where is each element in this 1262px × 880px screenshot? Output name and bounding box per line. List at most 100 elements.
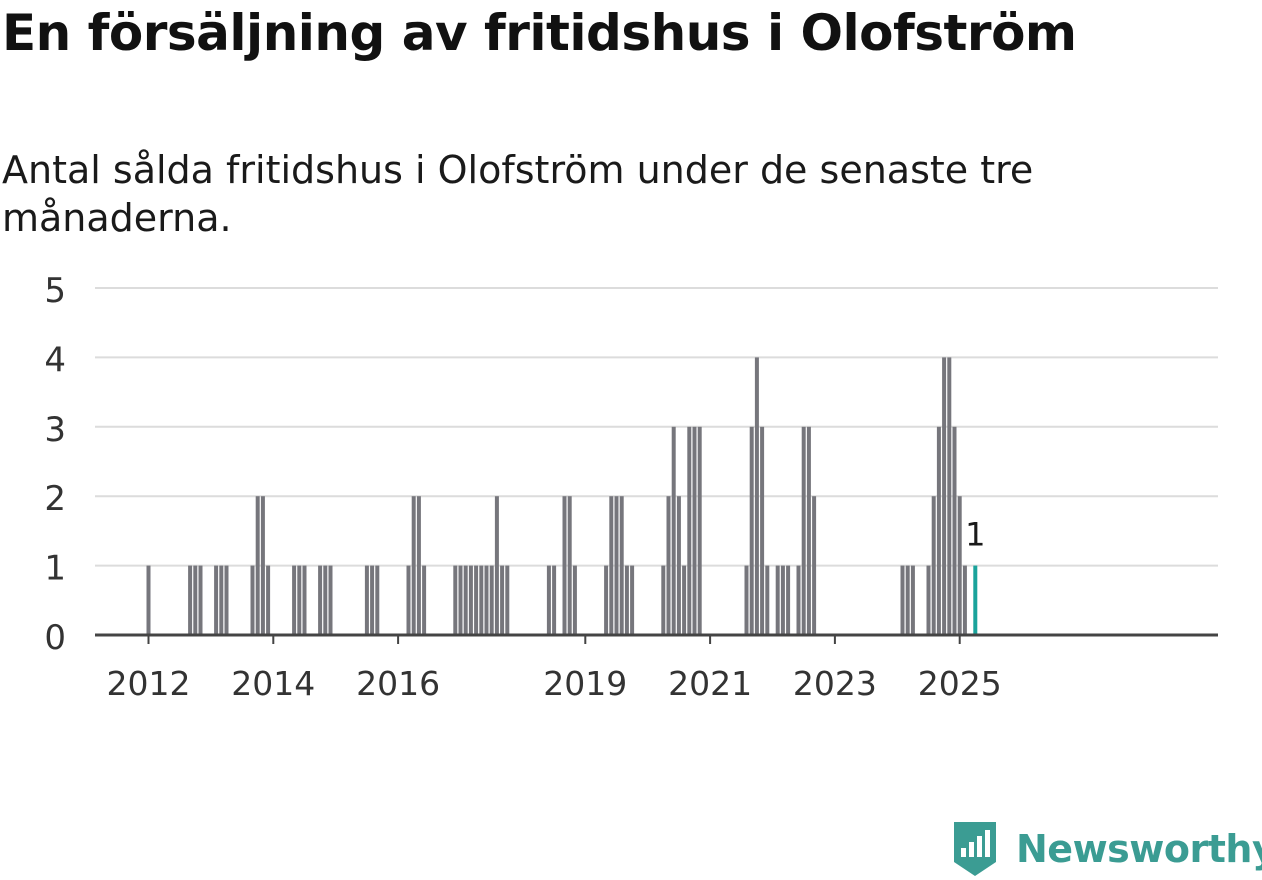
annotations: 1	[965, 516, 985, 554]
bar	[474, 565, 479, 635]
bar	[494, 496, 499, 635]
bar	[292, 565, 297, 635]
bar	[546, 565, 551, 635]
bar	[801, 426, 806, 635]
bar	[775, 565, 780, 635]
bar	[661, 565, 666, 635]
bar	[682, 565, 687, 635]
bar	[302, 565, 307, 635]
y-tick-label: 3	[44, 410, 66, 450]
bar	[910, 565, 915, 635]
bar	[947, 357, 952, 635]
gridlines	[95, 287, 1218, 567]
bar	[468, 565, 473, 635]
y-tick-label: 0	[44, 618, 66, 658]
bar	[224, 565, 229, 635]
x-tick-label: 2019	[543, 664, 627, 703]
bar	[692, 426, 697, 635]
bar	[572, 565, 577, 635]
bar	[604, 565, 609, 635]
bar	[936, 426, 941, 635]
bar	[760, 426, 765, 635]
bar	[957, 496, 962, 635]
bar	[905, 565, 910, 635]
x-tick-label: 2021	[668, 664, 752, 703]
bar	[453, 565, 458, 635]
bar	[297, 565, 302, 635]
bar	[255, 496, 260, 635]
bar	[500, 565, 505, 635]
bar	[489, 565, 494, 635]
bar	[422, 565, 427, 635]
bars	[146, 357, 978, 635]
bar	[780, 565, 785, 635]
bar	[364, 565, 369, 635]
bar	[614, 496, 619, 635]
bar	[962, 565, 967, 635]
bar	[198, 565, 203, 635]
bar	[624, 565, 629, 635]
bar	[666, 496, 671, 635]
bar	[671, 426, 676, 635]
bar	[458, 565, 463, 635]
bar	[630, 565, 635, 635]
brand-name: Newsworthy	[1016, 827, 1262, 871]
bar	[687, 426, 692, 635]
bar	[567, 496, 572, 635]
bar	[406, 565, 411, 635]
bar	[463, 565, 468, 635]
bar	[479, 565, 484, 635]
bar	[926, 565, 931, 635]
bar	[973, 565, 978, 635]
bar	[318, 565, 323, 635]
bar	[146, 565, 151, 635]
bar	[219, 565, 224, 635]
y-tick-label: 2	[44, 479, 66, 519]
bar	[812, 496, 817, 635]
bar	[796, 565, 801, 635]
bar-chart: 0 1 2 3 4 5 2012 2014 2016 2019 2021 2023 2025 1	[44, 271, 1218, 703]
bar	[806, 426, 811, 635]
y-tick-label: 1	[44, 549, 66, 589]
bar	[676, 496, 681, 635]
bar	[609, 496, 614, 635]
chart-title: En försäljning av fritidshus i Olofström	[2, 4, 1077, 62]
x-tick-label: 2016	[356, 664, 440, 703]
bar	[411, 496, 416, 635]
bar	[188, 565, 193, 635]
bar	[931, 496, 936, 635]
x-tick-label: 2025	[918, 664, 1002, 703]
bar	[697, 426, 702, 635]
data-label: 1	[965, 516, 985, 554]
bar	[214, 565, 219, 635]
x-tick-label: 2023	[793, 664, 877, 703]
bar	[260, 496, 265, 635]
bar	[193, 565, 198, 635]
bar	[250, 565, 255, 635]
bar	[552, 565, 557, 635]
bar	[505, 565, 510, 635]
bar	[416, 496, 421, 635]
bar	[749, 426, 754, 635]
bar	[942, 357, 947, 635]
y-axis-ticks: 0 1 2 3 4 5	[44, 271, 66, 658]
bar	[952, 426, 957, 635]
bar	[744, 565, 749, 635]
x-axis-ticks: 2012 2014 2016 2019 2021 2023 2025	[107, 635, 1002, 703]
chart-subtitle: Antal sålda fritidshus i Olofström under…	[2, 148, 1034, 240]
bar	[619, 496, 624, 635]
x-tick-label: 2014	[231, 664, 315, 703]
x-tick-label: 2012	[107, 664, 191, 703]
bar	[562, 496, 567, 635]
bar	[754, 357, 759, 635]
newsworthy-logo-icon	[954, 822, 996, 876]
bar	[323, 565, 328, 635]
bar	[328, 565, 333, 635]
bar	[900, 565, 905, 635]
bar	[786, 565, 791, 635]
y-tick-label: 5	[44, 271, 66, 311]
bar	[266, 565, 271, 635]
y-tick-label: 4	[44, 340, 66, 380]
bar	[375, 565, 380, 635]
bar	[370, 565, 375, 635]
